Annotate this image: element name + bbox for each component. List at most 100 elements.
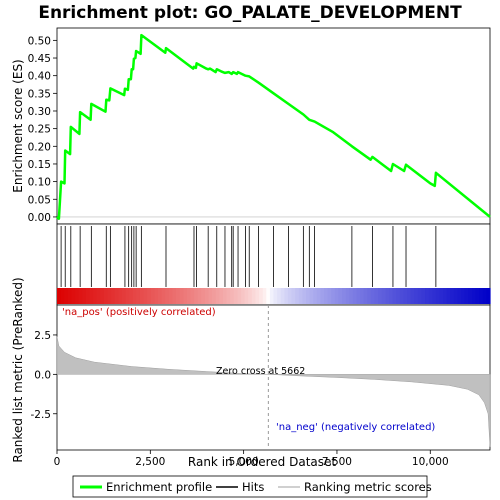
heatmap-cell [399,288,404,304]
heatmap-cell [407,288,412,304]
metric-y-axis-label: Ranked list metric (PreRanked) [11,277,25,462]
heatmap-cell [313,288,318,304]
heatmap-cell [219,288,224,304]
heatmap-cell [331,288,336,304]
heatmap-cell [295,288,300,304]
heatmap-cell [410,288,415,304]
heatmap-cell [96,288,101,304]
heatmap-cell [425,288,430,304]
heatmap-cell [461,288,466,304]
heatmap-cell [334,288,340,304]
heatmap-cell [226,288,231,304]
heatmap-cell [392,288,397,304]
heatmap-cell [280,288,285,304]
heatmap-cell [324,288,329,304]
es-y-tick-label: 0.30 [28,106,51,118]
heatmap-cell [370,288,376,304]
heatmap-cell [143,288,148,304]
heatmap-cell [356,288,361,304]
heatmap-cell [471,288,477,304]
es-y-tick-label: 0.00 [28,212,51,224]
heatmap-cell [251,288,257,304]
es-y-axis-label: Enrichment score (ES) [11,59,25,192]
heatmap-cell [396,288,401,304]
heatmap-cell [103,288,109,304]
heatmap-cell [82,288,87,304]
heatmap-cell [342,288,347,304]
x-tick-label: 7,500 [322,456,352,468]
hit-lines [60,226,437,287]
heatmap-cell [168,288,174,304]
hits-panel [56,223,491,306]
heatmap-cell [212,288,217,304]
heatmap-cell [338,288,343,304]
heatmap-cell [298,288,303,304]
heatmap-cell [428,288,433,304]
metric-y-tick-label: 0.0 [34,369,51,381]
heatmap-cell [284,288,289,304]
es-y-tick-label: 0.05 [28,194,51,206]
na-neg-annotation: 'na_neg' (negatively correlated) [276,422,435,433]
heatmap-cell [244,288,249,304]
heatmap-cell [111,288,116,304]
heatmap-cell [172,288,177,304]
rank-heatmap-bar [57,288,491,304]
heatmap-cell [302,288,307,304]
heatmap-cell [421,288,426,304]
heatmap-cell [237,288,242,304]
heatmap-cell [129,288,134,304]
heatmap-cell [464,288,469,304]
heatmap-cell [230,288,235,304]
heatmap-cell [381,288,386,304]
x-tick-label: 2,500 [135,456,165,468]
heatmap-cell [121,288,127,304]
es-y-tick-label: 0.10 [28,177,51,189]
heatmap-cell [432,288,437,304]
heatmap-cell [139,288,145,304]
heatmap-cell [363,288,368,304]
heatmap-cell [273,288,278,304]
heatmap-cell [215,288,220,304]
heatmap-cell [85,288,91,304]
heatmap-cell [161,288,166,304]
heatmap-cell [309,288,314,304]
x-axis-label: Rank in Ordered Dataset [188,455,336,469]
x-axis: 0 2,500 5,000 7,500 10,000 [54,450,449,468]
heatmap-cell [327,288,332,304]
heatmap-cell [403,288,408,304]
legend-frame [72,475,428,498]
legend-label-enrichment-profile: Enrichment profile [106,480,212,494]
heatmap-cell [78,288,83,304]
heatmap-cell [100,288,105,304]
heatmap-cell [269,288,275,304]
heatmap-cell [57,288,62,304]
heatmap-cell [316,288,322,304]
heatmap-cell [114,288,119,304]
heatmap-cell [453,288,459,304]
es-y-tick-label: 0.20 [28,141,51,153]
heatmap-cell [360,288,365,304]
heatmap-cell [468,288,473,304]
heatmap-cell [291,288,296,304]
chart-title: Enrichment plot: GO_PALATE_DEVELOPMENT [38,3,462,23]
heatmap-cell [248,288,253,304]
heatmap-cell [241,288,246,304]
heatmap-cell [233,288,239,304]
heatmap-cell [147,288,152,304]
heatmap-cell [439,288,444,304]
x-tick-label: 0 [54,456,61,468]
heatmap-cell [352,288,358,304]
metric-y-axis: 2.5 0.0 -2.5 [31,330,57,421]
heatmap-cell [374,288,379,304]
heatmap-cell [190,288,195,304]
heatmap-cell [255,288,260,304]
heatmap-cell [165,288,170,304]
heatmap-cell [378,288,383,304]
heatmap-cell [118,288,123,304]
heatmap-cell [259,288,264,304]
heatmap-cell [179,288,184,304]
metric-panel: 2.5 0.0 -2.5 'na_pos' (positively correlat… [31,304,491,451]
heatmap-cell [457,288,462,304]
heatmap-cell [450,288,455,304]
